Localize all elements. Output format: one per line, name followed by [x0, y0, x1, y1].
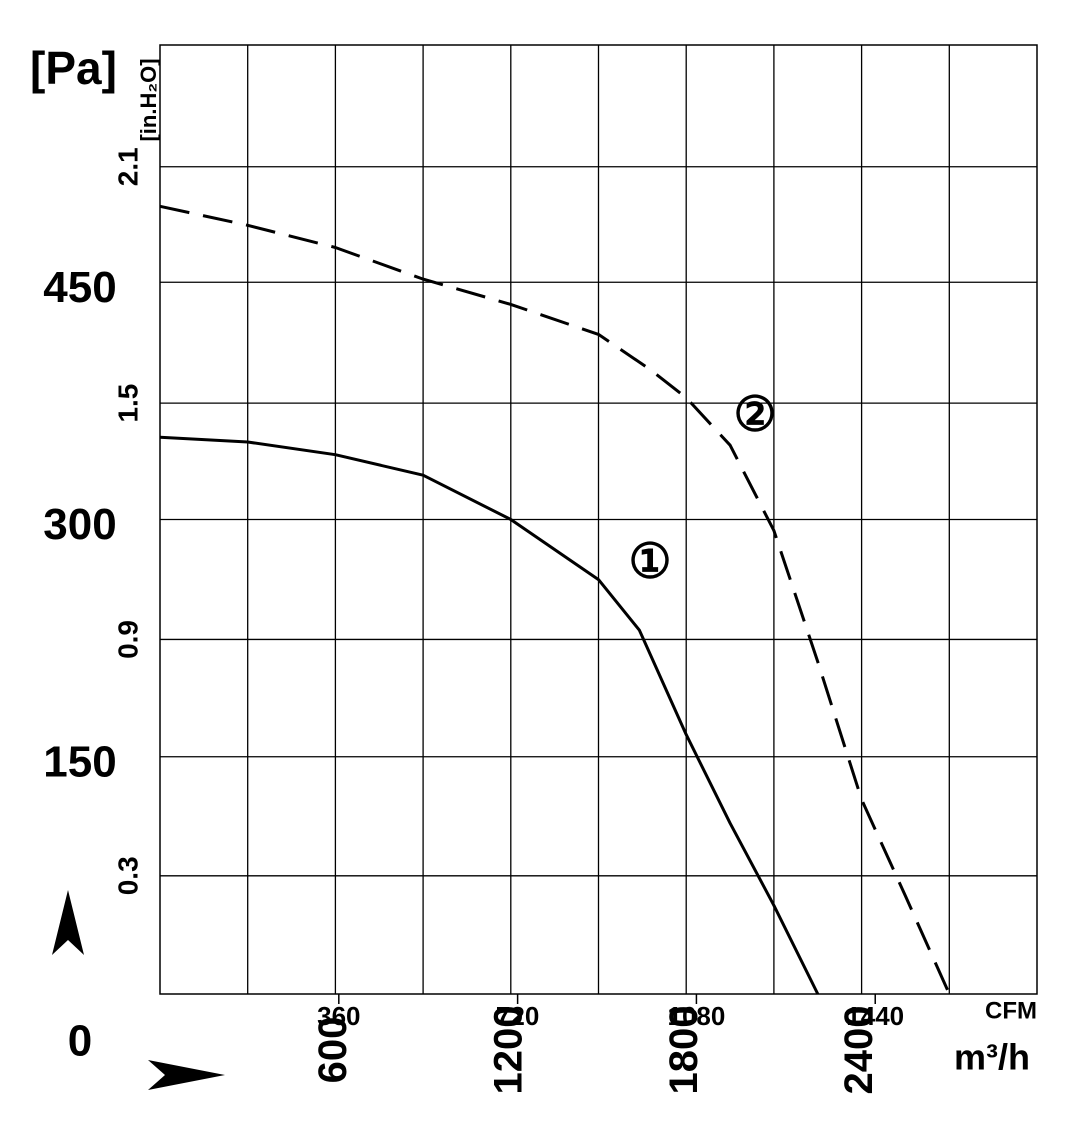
y2-axis-label: [in.H₂O] — [136, 58, 161, 141]
y-tick-label: 450 — [43, 263, 116, 312]
series-label: ① — [628, 534, 671, 590]
x-tick-label: 2400 — [837, 1006, 881, 1095]
up-arrow — [52, 890, 84, 955]
x-tick-label: 600 — [311, 1017, 355, 1084]
y-tick-label: 0 — [68, 1017, 92, 1066]
y-axis-label: [Pa] — [30, 42, 117, 94]
series-line — [159, 204, 951, 995]
series-line — [159, 435, 820, 995]
y-tick-label: 150 — [43, 737, 116, 786]
series-label: ② — [733, 387, 776, 443]
y2-tick-label: 1.5 — [112, 384, 143, 423]
x2-tick-label: 720 — [496, 1001, 539, 1031]
x-tick-label: 1200 — [486, 1006, 530, 1095]
x2-axis-label: CFM — [985, 997, 1037, 1024]
y2-tick-label: 0.3 — [112, 856, 143, 895]
right-arrow — [148, 1060, 225, 1090]
y-tick-label: 300 — [43, 500, 116, 549]
x-tick-label: 1800 — [662, 1006, 706, 1095]
x-axis-label: m³/h — [954, 1037, 1030, 1078]
y2-tick-label: 0.9 — [112, 620, 143, 659]
y2-tick-label: 2.1 — [112, 147, 143, 186]
x2-tick-label: 1440 — [846, 1001, 904, 1031]
x2-tick-label: 360 — [317, 1001, 360, 1031]
x2-tick-label: 1080 — [667, 1001, 725, 1031]
